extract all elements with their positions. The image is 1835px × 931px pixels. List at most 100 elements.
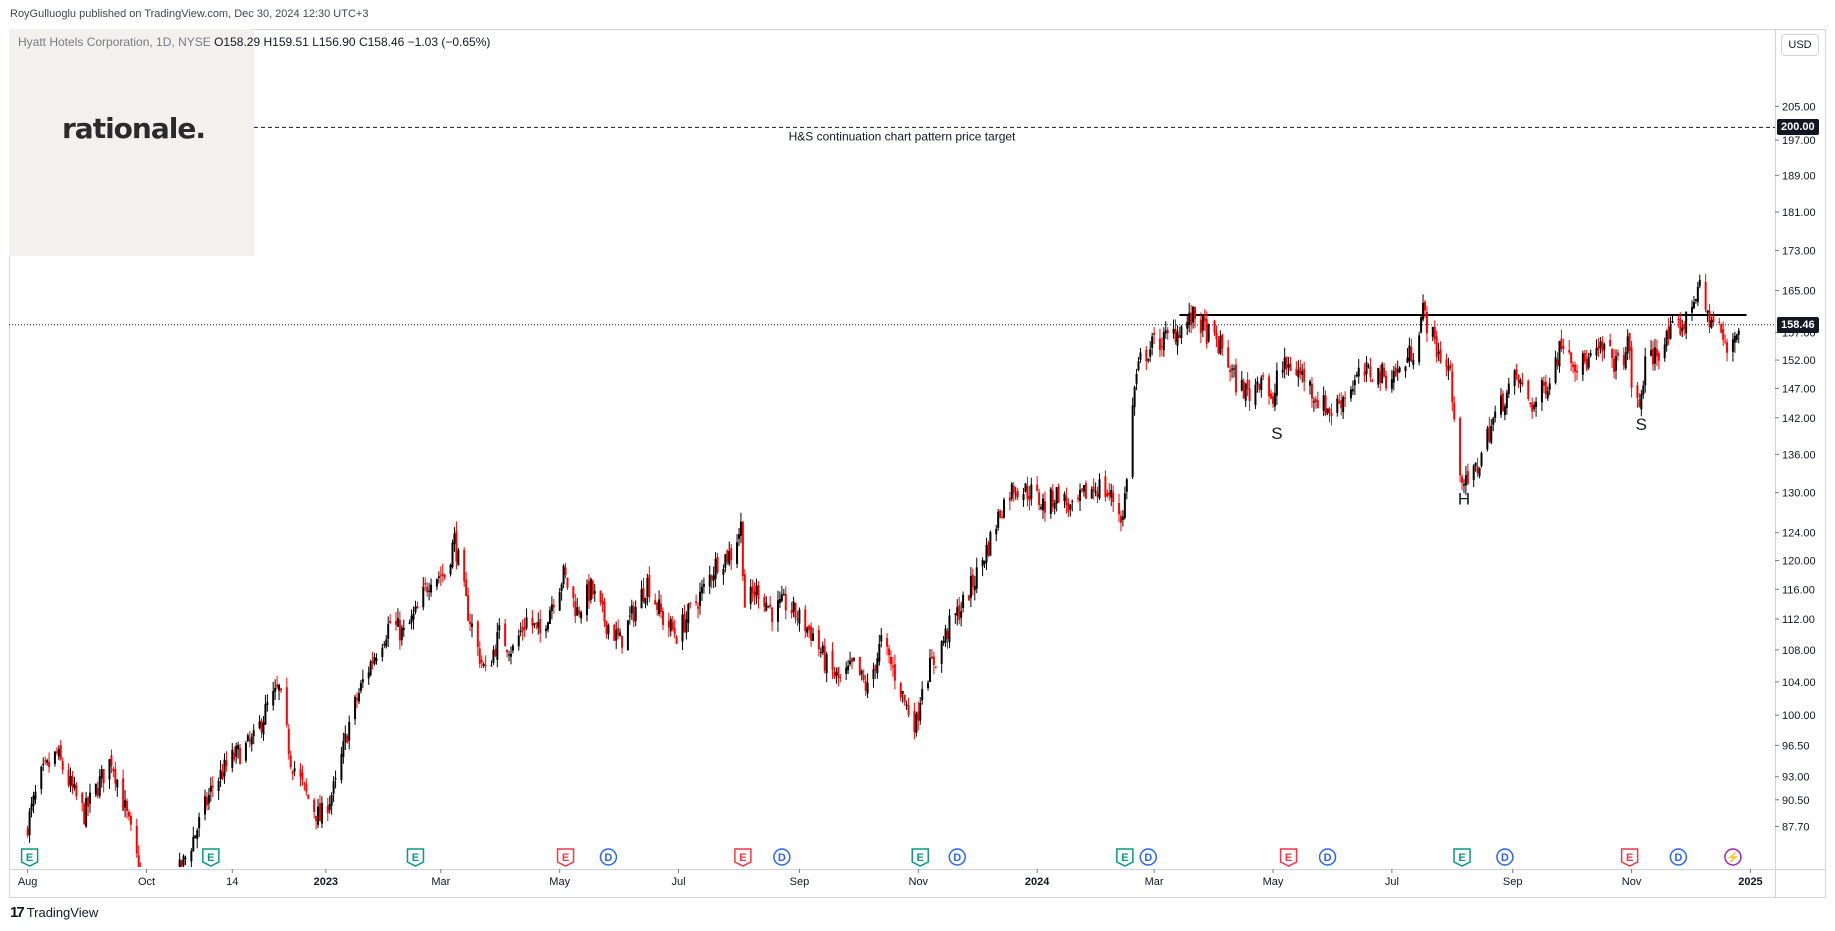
candle-body xyxy=(1260,377,1263,390)
candle-body xyxy=(776,600,779,622)
candle-body xyxy=(585,584,588,616)
candle-body xyxy=(1231,368,1234,370)
candle-body xyxy=(1431,326,1434,337)
earnings-marker-icon xyxy=(1620,848,1639,867)
price-scale-separator xyxy=(1775,29,1776,898)
candle-body xyxy=(804,609,807,632)
time-tick-label: Mar xyxy=(431,876,450,888)
price-tick-label: 205.00 xyxy=(1782,101,1816,113)
candle-body xyxy=(1312,401,1315,403)
candle-body xyxy=(539,618,542,634)
candle-body xyxy=(531,617,534,627)
candle-body xyxy=(864,680,867,691)
candle-body xyxy=(1273,392,1276,407)
candle-body xyxy=(876,658,879,674)
candle-body xyxy=(135,825,138,854)
candle-body xyxy=(810,626,813,641)
candle-body xyxy=(1418,335,1421,363)
candle-body xyxy=(1137,361,1140,371)
candle-body xyxy=(482,663,485,666)
candle-body xyxy=(743,574,746,608)
candle-body xyxy=(1581,353,1584,375)
candle-body xyxy=(1548,383,1551,390)
candle-body xyxy=(962,594,965,609)
candle-body xyxy=(1133,387,1136,408)
candle-body xyxy=(262,722,265,735)
event-marker-label: D xyxy=(1324,852,1332,864)
currency-button[interactable]: USD xyxy=(1781,34,1819,56)
candle-body xyxy=(1219,335,1222,354)
price-tick-label: 96.50 xyxy=(1782,740,1810,752)
candle-body xyxy=(607,624,610,635)
candle-body xyxy=(192,836,195,852)
candle-body xyxy=(1003,499,1006,518)
candle-body xyxy=(371,660,374,663)
candle-body xyxy=(1636,385,1639,398)
candle-body xyxy=(1349,389,1352,399)
candle-body xyxy=(1295,369,1298,376)
candle-body xyxy=(1665,331,1668,346)
candle-body xyxy=(1451,371,1454,402)
candle-body xyxy=(1357,367,1360,377)
price-tick-label: 136.00 xyxy=(1782,449,1816,461)
candle-body xyxy=(1628,333,1631,352)
candle-body xyxy=(430,584,433,593)
candle-body xyxy=(700,586,703,594)
symbol-legend[interactable]: Hyatt Hotels Corporation, 1D, NYSE O158.… xyxy=(18,35,490,49)
candle-body xyxy=(710,575,713,580)
event-marker-label: E xyxy=(1458,852,1465,864)
candle-body xyxy=(1546,390,1549,399)
candle-body xyxy=(589,578,592,600)
candle-body xyxy=(1119,515,1122,523)
price-tick-label: 124.00 xyxy=(1782,528,1816,540)
candle-body xyxy=(1560,338,1563,350)
candle-body xyxy=(69,776,72,786)
candle-body xyxy=(907,705,910,715)
candle-body xyxy=(878,643,881,662)
price-tick-label: 100.00 xyxy=(1782,710,1816,722)
candle-body xyxy=(1459,418,1462,476)
ohlc-high: H159.51 xyxy=(263,35,309,49)
price-tick-label: 90.50 xyxy=(1782,795,1810,807)
candle-body xyxy=(1503,406,1506,416)
candle-body xyxy=(137,855,140,867)
candle-body xyxy=(1488,426,1491,442)
event-marker-label: E xyxy=(562,852,569,864)
price-tick-label: 104.00 xyxy=(1782,677,1816,689)
candle-body xyxy=(235,745,238,757)
candle-body xyxy=(1519,380,1522,385)
candle-body xyxy=(851,658,854,662)
candle-body xyxy=(1583,352,1586,362)
candle-body xyxy=(1735,334,1738,340)
earnings-marker-icon xyxy=(1279,848,1298,867)
candle-body xyxy=(687,604,690,624)
candle-body xyxy=(357,693,360,702)
candle-body xyxy=(441,573,444,576)
candle-body xyxy=(328,804,331,811)
candle-body xyxy=(1098,479,1101,499)
candle-body xyxy=(1355,374,1358,377)
candle-body xyxy=(1309,381,1312,386)
candle-body xyxy=(1121,516,1124,520)
candle-body xyxy=(1342,397,1345,413)
candle-body xyxy=(1008,497,1011,501)
candle-body xyxy=(1527,380,1530,400)
candle-body xyxy=(835,671,838,676)
candle-body xyxy=(1180,326,1183,339)
candle-body xyxy=(400,627,403,641)
candle-body xyxy=(1026,485,1029,499)
candle-body xyxy=(320,802,323,824)
candle-body xyxy=(59,745,62,760)
watermark-logo: rationale. xyxy=(62,112,206,145)
candle-body xyxy=(1014,493,1017,495)
candle-body xyxy=(702,583,705,587)
candle-body xyxy=(410,615,413,623)
candle-body xyxy=(1597,346,1600,350)
candle-body xyxy=(264,704,267,725)
tradingview-logo[interactable]: 17 TradingView xyxy=(10,904,98,921)
candle-body xyxy=(995,528,998,535)
candle-body xyxy=(30,803,33,811)
candle-body xyxy=(244,742,247,761)
candle-body xyxy=(673,628,676,635)
